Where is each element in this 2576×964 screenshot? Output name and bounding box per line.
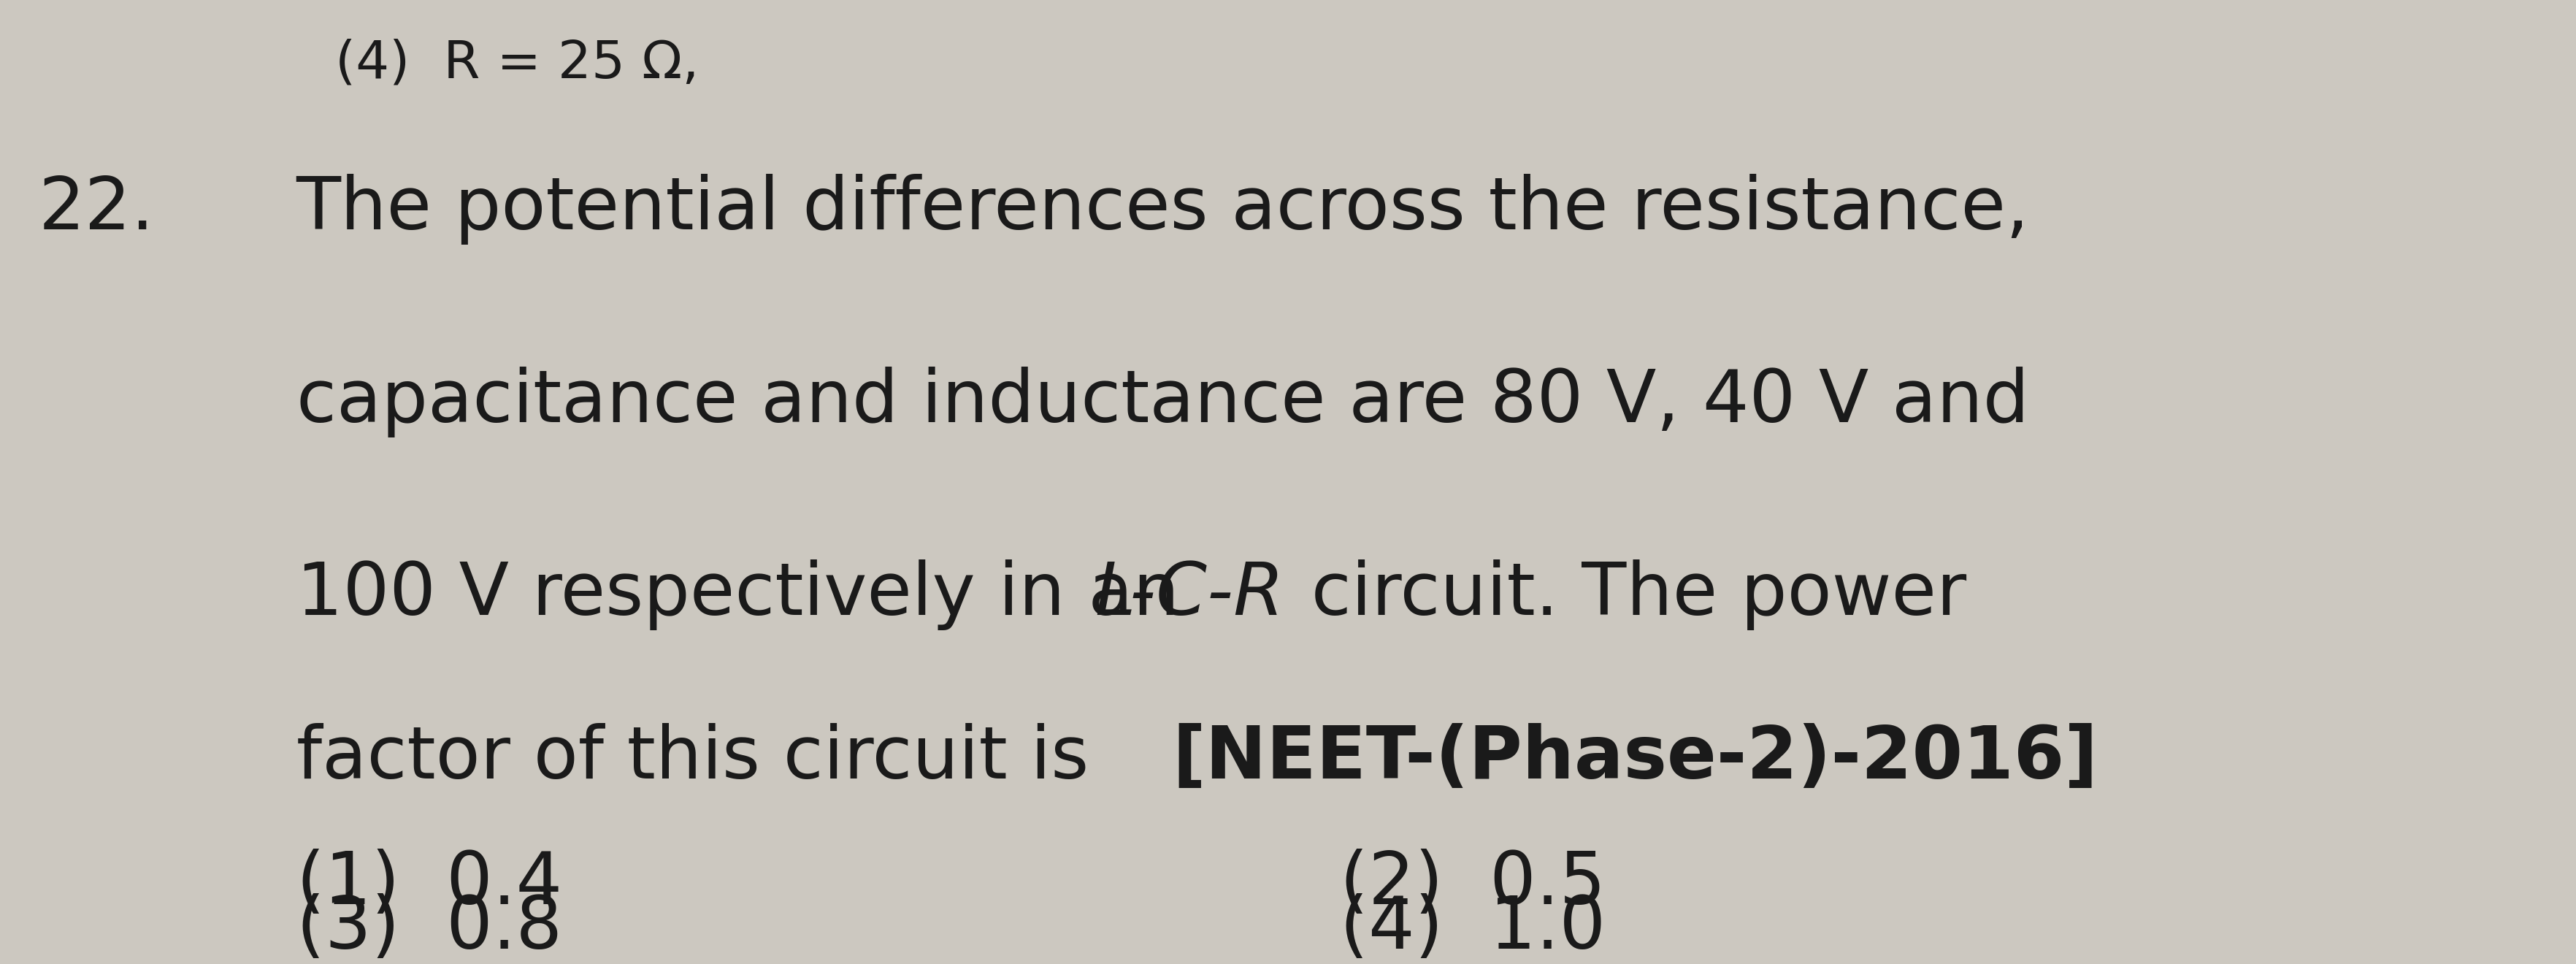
Text: (3)  0.8: (3) 0.8 bbox=[296, 894, 562, 964]
Text: factor of this circuit is: factor of this circuit is bbox=[296, 723, 1090, 793]
Text: circuit. The power: circuit. The power bbox=[1288, 559, 1965, 629]
Text: 100 V respectively in an: 100 V respectively in an bbox=[296, 559, 1203, 629]
Text: The potential differences across the resistance,: The potential differences across the res… bbox=[296, 174, 2030, 244]
Text: L-C-R: L-C-R bbox=[1095, 559, 1285, 629]
Text: [NEET-(Phase-2)-2016]: [NEET-(Phase-2)-2016] bbox=[1172, 723, 2097, 793]
Text: 22.: 22. bbox=[39, 174, 155, 244]
Text: (1)  0.4: (1) 0.4 bbox=[296, 848, 562, 919]
Text: capacitance and inductance are 80 V, 40 V and: capacitance and inductance are 80 V, 40 … bbox=[296, 366, 2030, 437]
Text: (2)  0.5: (2) 0.5 bbox=[1340, 848, 1605, 919]
Text: (4)  1.0: (4) 1.0 bbox=[1340, 894, 1605, 964]
Text: (4)  R = 25 Ω,: (4) R = 25 Ω, bbox=[335, 39, 698, 89]
